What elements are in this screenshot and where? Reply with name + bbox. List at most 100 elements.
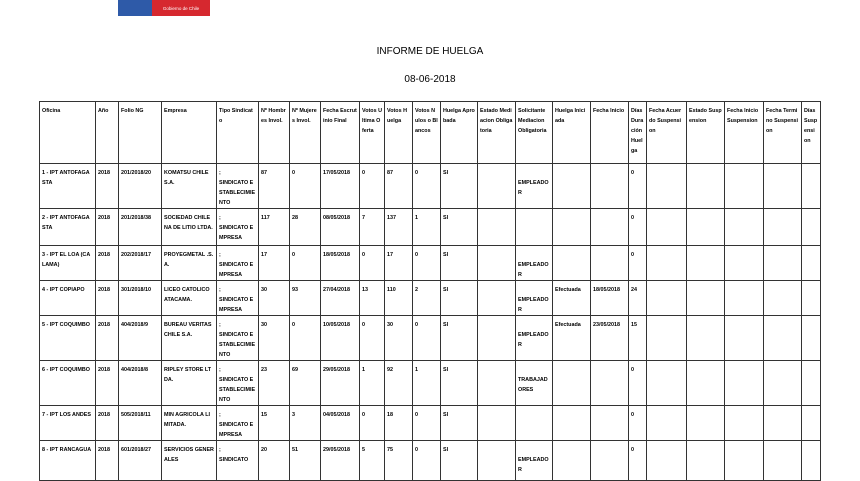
table-cell: ; SINDICATO ESTABLECIMIENTO — [216, 360, 259, 406]
table-cell: TRABAJADORES — [515, 360, 553, 406]
table-cell — [801, 208, 821, 246]
table-cell: 08/05/2018 — [320, 208, 360, 246]
table-cell: 0 — [289, 245, 321, 281]
table-cell — [801, 405, 821, 441]
table-cell: 0 — [628, 440, 647, 481]
table-cell: SI — [440, 360, 478, 406]
table-cell — [590, 245, 629, 281]
table-cell: 30 — [384, 315, 413, 361]
table-cell: 117 — [258, 208, 290, 246]
table-cell: SI — [440, 315, 478, 361]
table-cell: 0 — [412, 245, 441, 281]
column-header: Fecha Termino Suspension — [763, 101, 802, 164]
table-cell — [646, 315, 687, 361]
table-cell — [686, 208, 725, 246]
table-cell: SI — [440, 163, 478, 209]
report-title: INFORME DE HUELGA — [376, 46, 484, 57]
table-cell — [477, 280, 516, 316]
table-cell — [686, 280, 725, 316]
table-cell: SI — [440, 245, 478, 281]
table-cell: 0 — [359, 315, 385, 361]
table-cell — [686, 440, 725, 481]
table-cell: 23 — [258, 360, 290, 406]
table-cell: EMPLEADOR — [515, 163, 553, 209]
table-row: 5 - IPT COQUIMBO 2018 404/2018/9 BUREAU VER… — [39, 315, 821, 361]
table-cell: 0 — [359, 245, 385, 281]
column-header: Votos Nulos o Blancos — [412, 101, 441, 164]
table-cell: ; SINDICATO EMPRESA — [216, 208, 259, 246]
table-cell — [552, 440, 591, 481]
table-cell: 15 — [258, 405, 290, 441]
table-cell — [477, 208, 516, 246]
table-cell — [590, 360, 629, 406]
table-cell — [724, 208, 764, 246]
table-cell: 7 - IPT LOS ANDES — [39, 405, 96, 441]
table-cell — [552, 360, 591, 406]
table-cell — [724, 280, 764, 316]
table-cell — [801, 440, 821, 481]
table-cell: 601/2018/27 — [118, 440, 162, 481]
table-cell: 30 — [258, 280, 290, 316]
table-cell: 1 — [412, 208, 441, 246]
table-cell: ; SINDICATO EMPRESA — [216, 245, 259, 281]
table-cell — [477, 360, 516, 406]
column-header: Votos Ultima Oferta — [359, 101, 385, 164]
table-cell — [763, 280, 802, 316]
table-cell: ; SINDICATO — [216, 440, 259, 481]
table-cell: 87 — [258, 163, 290, 209]
table-cell: 13 — [359, 280, 385, 316]
table-cell: 0 — [628, 208, 647, 246]
column-header: Año — [95, 101, 119, 164]
table-cell — [477, 315, 516, 361]
column-header: Fecha Inicio — [590, 101, 629, 164]
table-cell: 8 - IPT RANCAGUA — [39, 440, 96, 481]
logo-blue-block — [118, 0, 152, 16]
column-header: Fecha Inicio Suspension — [724, 101, 764, 164]
table-cell: 301/2018/10 — [118, 280, 162, 316]
table-cell: SI — [440, 405, 478, 441]
table-row: 2 - IPT ANTOFAGASTA 2018 201/2018/38 SOCIED… — [39, 208, 821, 246]
table-row: 7 - IPT LOS ANDES 2018 505/2018/11 MIN AGRI… — [39, 405, 821, 441]
table-cell — [477, 245, 516, 281]
table-cell: 1 — [412, 360, 441, 406]
table-cell: 202/2018/17 — [118, 245, 162, 281]
table-cell: 201/2018/38 — [118, 208, 162, 246]
table-cell: 93 — [289, 280, 321, 316]
table-row: 6 - IPT COQUIMBO 2018 404/2018/8 RIPLEY STO… — [39, 360, 821, 406]
table-cell: 2018 — [95, 163, 119, 209]
table-cell: ; SINDICATO EMPRESA — [216, 280, 259, 316]
table-cell: 30 — [258, 315, 290, 361]
table-cell — [686, 405, 725, 441]
table-cell: EMPLEADOR — [515, 280, 553, 316]
column-header: Nº Mujeres Invol. — [289, 101, 321, 164]
table-cell: SI — [440, 440, 478, 481]
table-cell — [763, 440, 802, 481]
table-cell — [724, 315, 764, 361]
table-cell — [646, 360, 687, 406]
table-cell — [801, 280, 821, 316]
table-cell: 17 — [384, 245, 413, 281]
table-cell — [646, 280, 687, 316]
table-cell: 0 — [412, 405, 441, 441]
table-cell: 404/2018/8 — [118, 360, 162, 406]
table-cell — [801, 245, 821, 281]
table-cell: 87 — [384, 163, 413, 209]
table-cell: 0 — [359, 163, 385, 209]
table-cell: 0 — [628, 163, 647, 209]
table-cell: SOCIEDAD CHILENA DE LITIO LTDA. — [161, 208, 217, 246]
table-cell: ; SINDICATO ESTABLECIMIENTO — [216, 163, 259, 209]
table-cell — [552, 163, 591, 209]
report-date: 08-06-2018 — [404, 74, 456, 85]
table-cell — [686, 245, 725, 281]
table-cell — [590, 208, 629, 246]
table-cell — [763, 405, 802, 441]
table-cell: 3 - IPT EL LOA (CALAMA) — [39, 245, 96, 281]
table-cell: ; SINDICATO ESTABLECIMIENTO — [216, 315, 259, 361]
table-cell — [552, 245, 591, 281]
table-cell: 24 — [628, 280, 647, 316]
table-cell — [590, 405, 629, 441]
table-row: 8 - IPT RANCAGUA 2018 601/2018/27 SERVICIOS… — [39, 440, 821, 481]
table-cell — [477, 440, 516, 481]
table-cell — [686, 163, 725, 209]
column-header: Fecha Escrutinio Final — [320, 101, 360, 164]
